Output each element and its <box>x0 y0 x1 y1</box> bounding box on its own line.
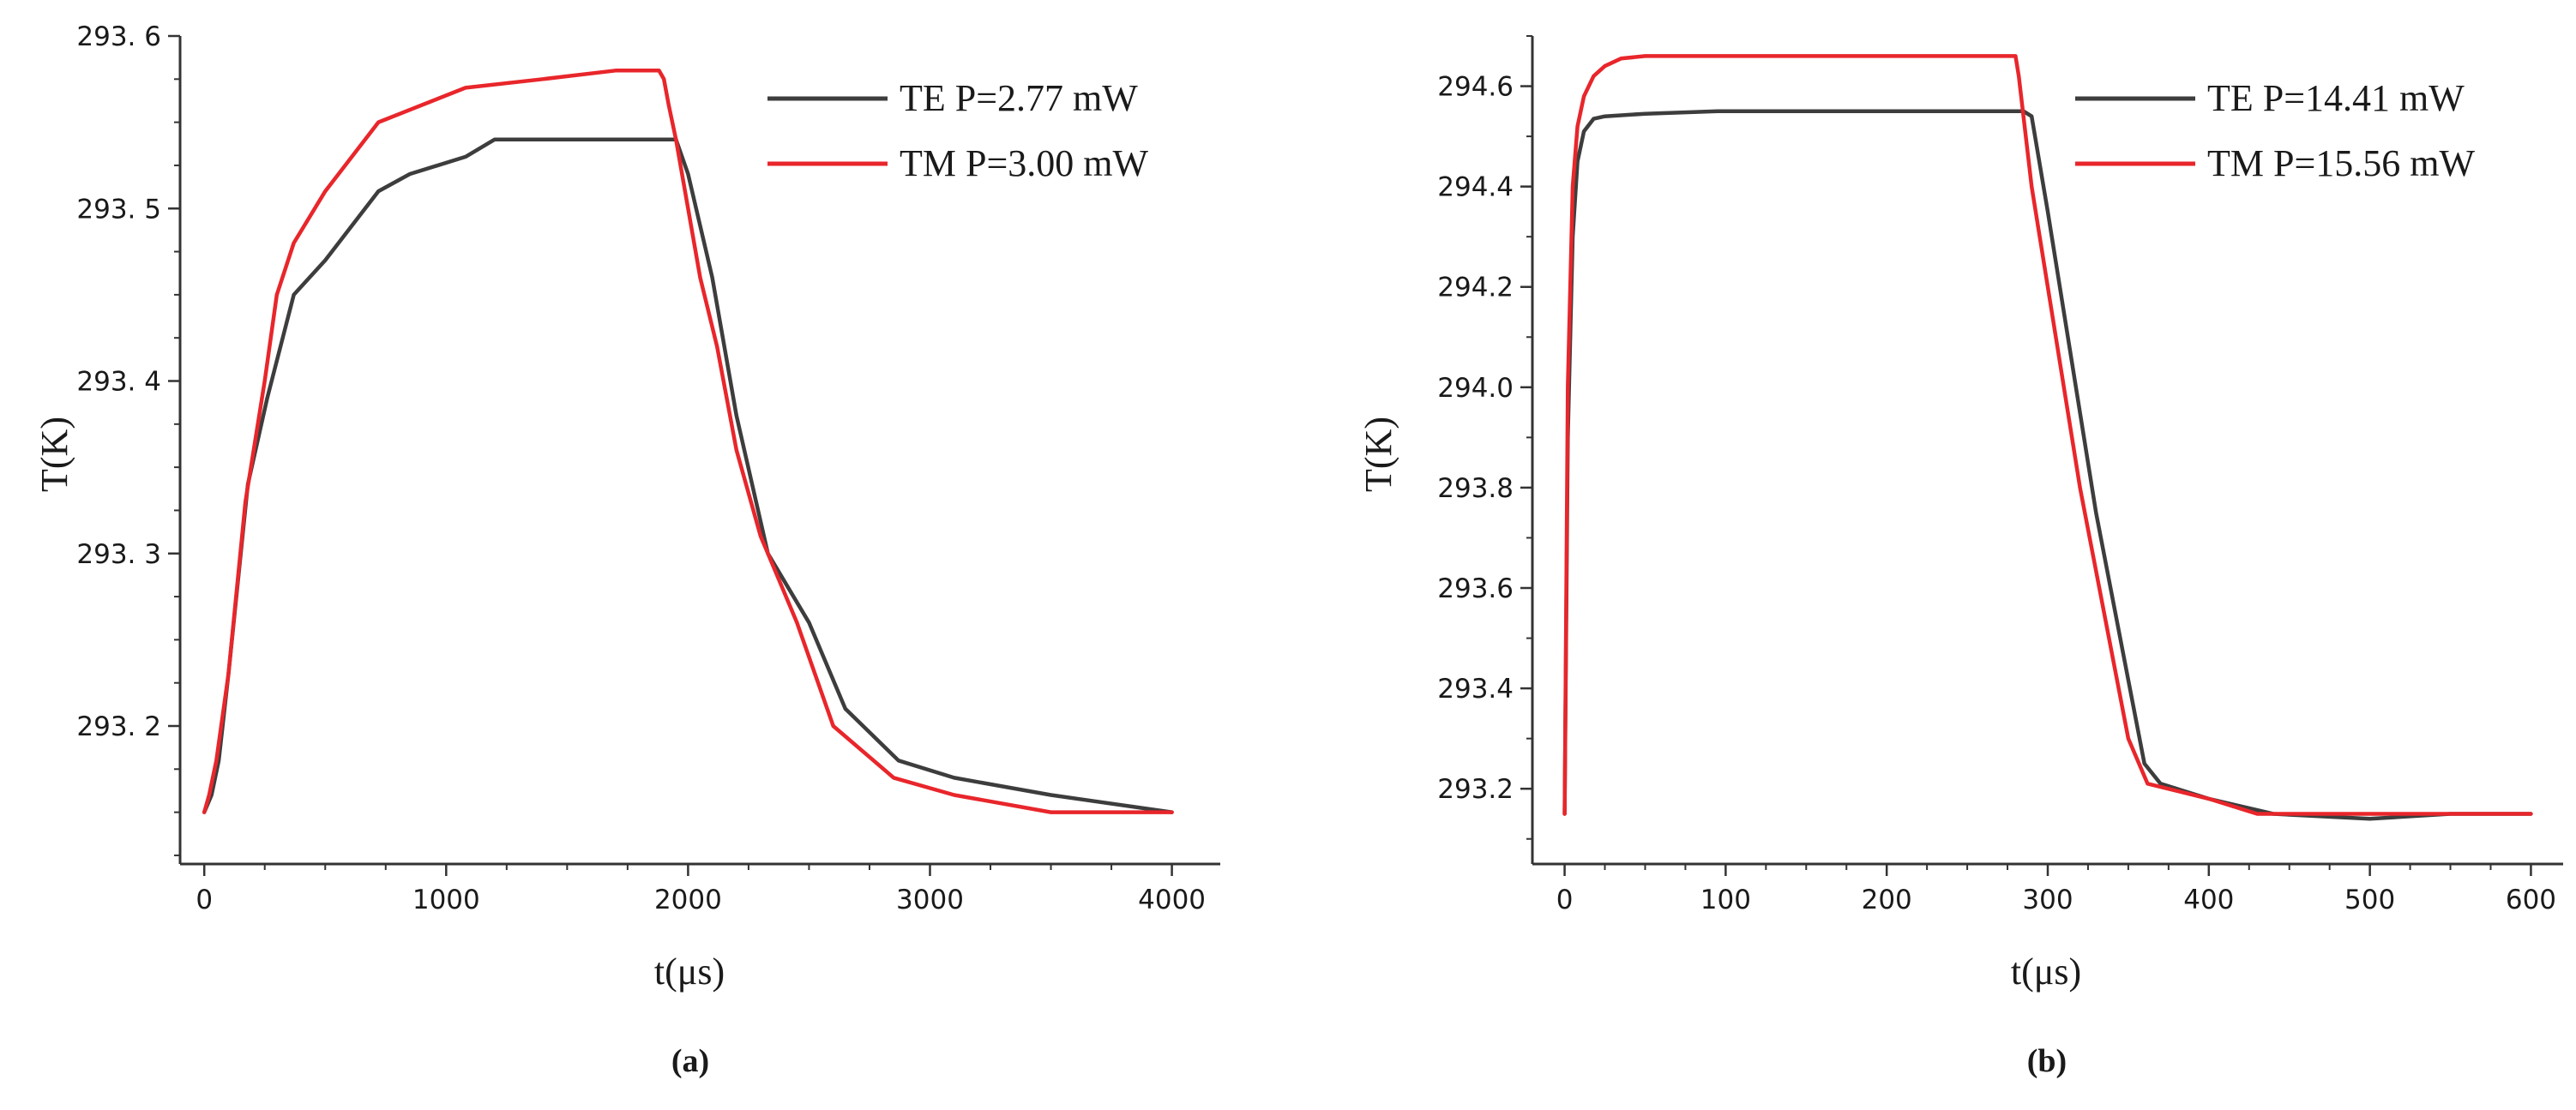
x-tick-label: 300 <box>2022 885 2073 915</box>
x-tick-label: 2000 <box>654 885 722 915</box>
x-tick-label: 600 <box>2506 885 2556 915</box>
y-tick-label: 293.2 <box>1437 774 1514 805</box>
y-tick-label: 293. 3 <box>76 539 161 570</box>
y-tick-label: 294.6 <box>1437 72 1514 103</box>
y-tick-label: 294.0 <box>1437 373 1514 404</box>
x-tick-label: 4000 <box>1138 885 1206 915</box>
chart-panel-a: (a) t(μs) T(K) 0 1000 2000 3000 4000 293. 2 29… <box>33 21 1220 1079</box>
y-tick-label: 294.2 <box>1437 273 1514 303</box>
x-tick-label: 100 <box>1700 885 1751 915</box>
x-tick-label: 3000 <box>896 885 964 915</box>
y-axis-label-a: T(K) <box>33 417 75 492</box>
y-tick-label: 293. 2 <box>76 711 161 742</box>
y-tick-label: 293. 6 <box>76 21 161 52</box>
y-tick-label: 293. 4 <box>76 367 161 398</box>
x-axis-label-b: t(μs) <box>2011 951 2081 993</box>
x-tick-label: 1000 <box>412 885 480 915</box>
x-axis-label-a: t(μs) <box>654 951 725 993</box>
y-tick-label: 294.4 <box>1437 172 1514 203</box>
y-axis-label-b: T(K) <box>1357 417 1399 492</box>
series-line-tm-b <box>1562 54 2533 816</box>
legend-label-tm-b: TM P=15.56 mW <box>2207 142 2476 184</box>
series-line-te-a <box>202 137 1174 814</box>
y-tick-label: 293. 5 <box>76 194 161 225</box>
panel-caption-b: (b) <box>2027 1043 2067 1079</box>
panel-caption-a: (a) <box>671 1043 709 1079</box>
x-tick-label: 400 <box>2183 885 2234 915</box>
x-tick-label: 200 <box>1862 885 1912 915</box>
x-tick-label: 0 <box>196 885 213 915</box>
legend-label-tm-a: TM P=3.00 mW <box>900 142 1149 184</box>
y-tick-label: 293.6 <box>1437 573 1514 604</box>
legend-label-te-a: TE P=2.77 mW <box>900 77 1138 119</box>
x-tick-label: 500 <box>2344 885 2395 915</box>
x-tick-label: 0 <box>1556 885 1574 915</box>
series-line-tm-a <box>202 69 1174 814</box>
legend-label-te-b: TE P=14.41 mW <box>2207 77 2465 119</box>
y-tick-label: 293.8 <box>1437 473 1514 504</box>
chart-panel-b: (b) t(μs) T(K) 0 100 200 300 400 500 600 293.2 2… <box>1357 35 2563 1079</box>
y-tick-label: 293.4 <box>1437 674 1514 705</box>
series-line-te-b <box>1562 109 2533 821</box>
